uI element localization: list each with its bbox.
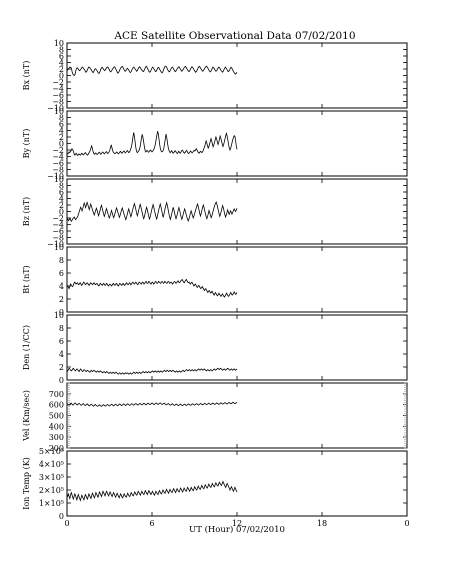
y-tick-label: 400	[49, 422, 64, 431]
y-tick-label: −10	[47, 104, 64, 113]
y-tick-label: 1×10⁵	[39, 499, 64, 508]
y-tick-label: 0	[59, 512, 64, 521]
y-tick-label: 10	[54, 311, 64, 320]
panel-frame	[66, 246, 408, 313]
y-tick-label: 0	[59, 308, 64, 317]
y-tick-label: 8	[59, 182, 64, 191]
y-tick-label: 4	[59, 282, 64, 291]
y-tick-label: 4	[59, 195, 64, 204]
y-axis-label: Bt (nT)	[22, 265, 31, 293]
y-tick-label: 8	[59, 256, 64, 265]
y-tick-label: −6	[52, 159, 64, 168]
panel-4: 10 8 6 4 2 0 Den (1/CC)	[22, 311, 408, 385]
chart-title: ACE Satellite Observational Data 07/02/2…	[113, 30, 355, 42]
series-line	[66, 65, 238, 77]
y-tick-label: 700	[49, 390, 64, 399]
y-tick-label: −2	[52, 146, 64, 155]
y-tick-label: 2	[59, 133, 64, 142]
y-tick-label: 10	[54, 107, 64, 116]
y-tick-label: 300	[49, 433, 64, 442]
y-tick-label: −6	[52, 91, 64, 100]
y-tick-label: −10	[47, 172, 64, 181]
y-tick-label: 600	[49, 401, 64, 410]
y-tick-label: −4	[52, 221, 64, 230]
x-tick-label: 0	[404, 519, 409, 528]
y-tick-label: 8	[59, 324, 64, 333]
y-tick-label: 200	[49, 444, 64, 453]
x-tick-label: 18	[317, 519, 327, 528]
y-tick-label: 6	[59, 188, 64, 197]
series-line	[66, 131, 238, 157]
panel-frame	[66, 110, 408, 177]
series-line	[66, 480, 238, 502]
y-tick-label: 10	[54, 39, 64, 48]
y-axis-label: Bx (nT)	[22, 61, 31, 91]
y-tick-label: 2	[59, 65, 64, 74]
y-tick-label: −6	[52, 227, 64, 236]
y-axis-label: Den (1/CC)	[22, 325, 31, 370]
series-line	[66, 401, 238, 407]
y-tick-label: −8	[52, 166, 64, 175]
panel-frame	[66, 450, 408, 517]
y-tick-label: −8	[52, 98, 64, 107]
series-line	[66, 278, 238, 298]
y-tick-label: 6	[59, 337, 64, 346]
y-tick-label: 0	[59, 72, 64, 81]
panel-3: 10 8 6 4 2 0 Bt (nT)	[22, 243, 408, 317]
panel-frame	[66, 314, 408, 381]
x-tick-label: 6	[149, 519, 154, 528]
y-tick-label: 2	[59, 201, 64, 210]
y-tick-label: 5×10⁵	[39, 447, 64, 456]
y-tick-label: 0	[59, 208, 64, 217]
series-line	[66, 201, 238, 223]
y-tick-label: 3×10⁵	[39, 473, 64, 482]
x-tick-label: 12	[232, 519, 242, 528]
y-axis-label: Bz (nT)	[22, 197, 31, 226]
y-tick-label: 0	[59, 140, 64, 149]
panel-6: 5×10⁵ 4×10⁵ 3×10⁵ 2×10⁵ 1×10⁵ 0 Ion Temp (K)	[22, 447, 408, 521]
y-tick-label: 8	[59, 46, 64, 55]
y-tick-label: 4×10⁵	[39, 460, 64, 469]
y-tick-label: 10	[54, 175, 64, 184]
y-tick-label: −10	[47, 240, 64, 249]
y-tick-label: 4	[59, 59, 64, 68]
y-tick-label: 10	[54, 243, 64, 252]
y-tick-label: 2×10⁵	[39, 486, 64, 495]
y-tick-label: −8	[52, 234, 64, 243]
y-tick-label: 4	[59, 350, 64, 359]
y-tick-label: 6	[59, 269, 64, 278]
panel-frame	[66, 42, 408, 109]
y-tick-label: 8	[59, 114, 64, 123]
y-tick-label: 4	[59, 127, 64, 136]
x-axis-label: UT (Hour) 07/02/2010	[189, 524, 285, 535]
panel-frame	[66, 382, 408, 449]
y-tick-label: −4	[52, 153, 64, 162]
x-tick-label: 0	[64, 519, 69, 528]
y-axis-label: Vel (Km/sec)	[22, 390, 31, 442]
y-tick-label: −2	[52, 78, 64, 87]
series-line	[66, 367, 238, 375]
y-tick-label: 2	[59, 363, 64, 372]
y-tick-label: −4	[52, 85, 64, 94]
y-axis-label: Ion Temp (K)	[22, 457, 31, 510]
y-tick-label: 500	[49, 412, 64, 421]
y-tick-label: 0	[59, 376, 64, 385]
y-tick-label: 6	[59, 120, 64, 129]
y-tick-label: 6	[59, 52, 64, 61]
y-tick-label: −2	[52, 214, 64, 223]
y-tick-label: 2	[59, 295, 64, 304]
y-axis-label: By (nT)	[22, 129, 31, 159]
